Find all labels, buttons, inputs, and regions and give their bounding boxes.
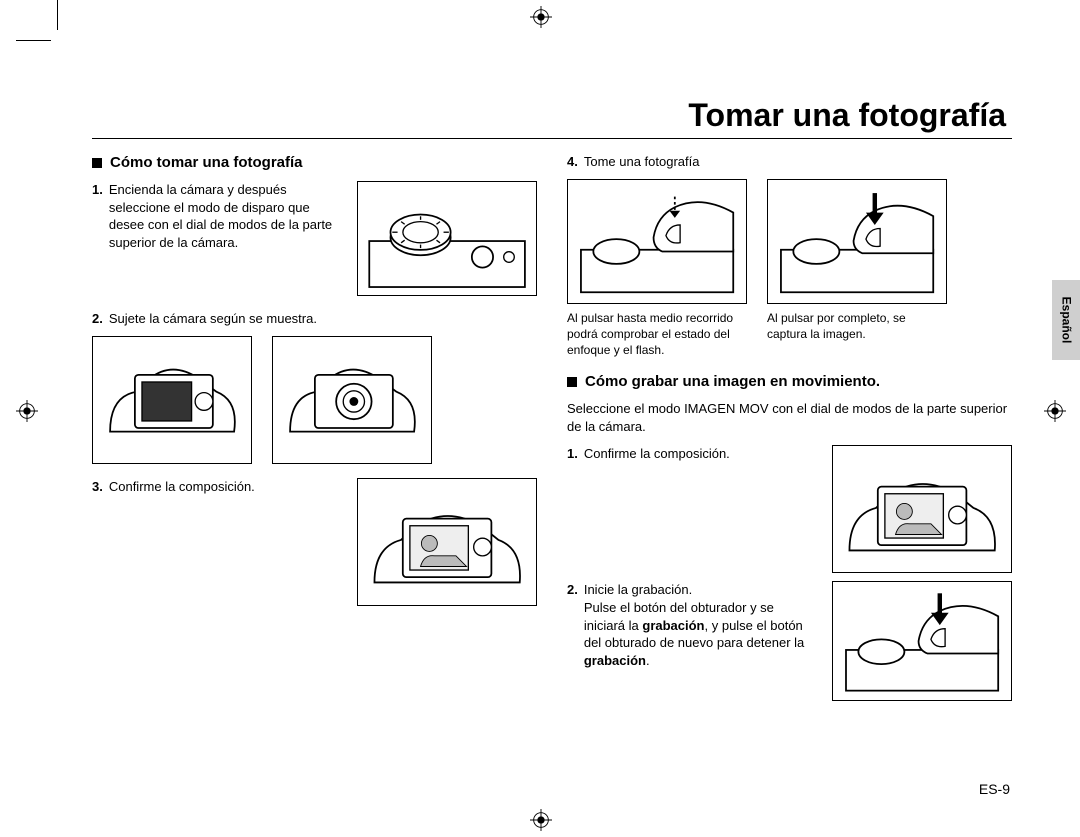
page-number: ES-9 [979,781,1010,797]
step-text: Sujete la cámara según se muestra. [109,310,537,328]
diagram-hold-front [272,336,432,464]
step-text: Inicie la grabación. Pulse el botón del … [584,581,818,669]
diagram-movie-compose [832,445,1012,573]
caption-full-press: Al pulsar por completo, se captura la im… [767,310,947,359]
crop-mark [16,40,51,41]
step-number: 2. [92,310,103,328]
registration-mark-icon [16,400,38,422]
registration-mark-icon [530,6,552,28]
section-title: Cómo tomar una fotografía [110,153,303,173]
registration-mark-icon [1044,400,1066,422]
section-title: Cómo grabar una imagen en movimiento. [585,372,880,392]
diagram-compose [357,478,537,606]
title-rule: Tomar una fotografía [92,97,1012,139]
bullet-square-icon [567,377,577,387]
step-number: 2. [567,581,578,669]
step-text: Encienda la cámara y después seleccione … [109,181,343,251]
step-number: 4. [567,153,578,171]
section-intro: Seleccione el modo IMAGEN MOV con el dia… [567,400,1012,435]
caption-half-press: Al pulsar hasta medio recorrido podrá co… [567,310,747,359]
language-tab: Español [1052,280,1080,360]
language-tab-label: Español [1059,297,1073,344]
page-title: Tomar una fotografía [92,97,1012,134]
section-heading-movie: Cómo grabar una imagen en movimiento. [567,372,1012,392]
step-text-part: Inicie la grabación. [584,582,692,597]
step-text: Confirme la composición. [584,445,818,463]
step-text-part: . [646,653,650,668]
diagram-hold-back [92,336,252,464]
right-column: 4. Tome una fotografía [567,153,1012,701]
crop-mark [57,0,58,30]
step-number: 3. [92,478,103,496]
step-text-bold: grabación [584,653,646,668]
step-number: 1. [92,181,103,251]
diagram-movie-record [832,581,1012,701]
step-text-bold: grabación [642,618,704,633]
diagram-mode-dial [357,181,537,296]
diagram-half-press [567,179,747,304]
step-text: Confirme la composición. [109,478,343,496]
section-heading-howto-photo: Cómo tomar una fotografía [92,153,537,173]
page-content: Tomar una fotografía Cómo tomar una foto… [92,97,1012,701]
diagram-full-press [767,179,947,304]
step-text: Tome una fotografía [584,153,1012,171]
left-column: Cómo tomar una fotografía 1. Encienda la… [92,153,537,701]
bullet-square-icon [92,158,102,168]
step-number: 1. [567,445,578,463]
registration-mark-icon [530,809,552,831]
